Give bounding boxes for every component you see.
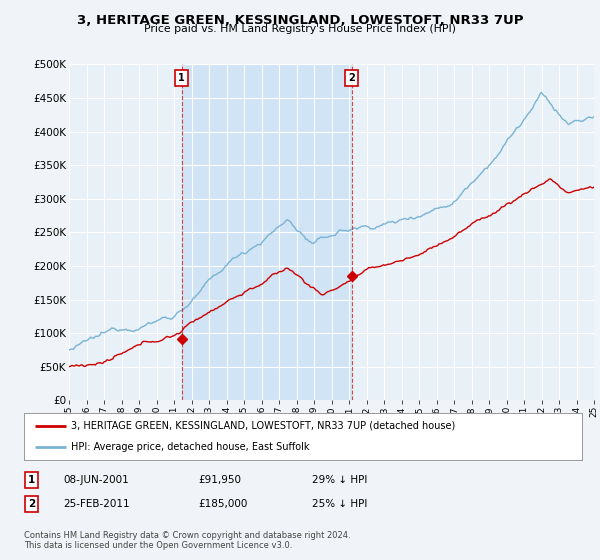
Bar xyxy=(182,64,352,400)
Text: 2: 2 xyxy=(348,73,355,83)
Text: 25-FEB-2011: 25-FEB-2011 xyxy=(63,499,130,509)
Text: 1: 1 xyxy=(178,73,185,83)
Text: HPI: Average price, detached house, East Suffolk: HPI: Average price, detached house, East… xyxy=(71,442,310,452)
Text: 25% ↓ HPI: 25% ↓ HPI xyxy=(312,499,367,509)
Text: 29% ↓ HPI: 29% ↓ HPI xyxy=(312,475,367,485)
Text: 3, HERITAGE GREEN, KESSINGLAND, LOWESTOFT, NR33 7UP (detached house): 3, HERITAGE GREEN, KESSINGLAND, LOWESTOF… xyxy=(71,421,455,431)
Text: 2: 2 xyxy=(28,499,35,509)
Text: £91,950: £91,950 xyxy=(198,475,241,485)
Text: £185,000: £185,000 xyxy=(198,499,247,509)
Text: 1: 1 xyxy=(28,475,35,485)
Text: Contains HM Land Registry data © Crown copyright and database right 2024.
This d: Contains HM Land Registry data © Crown c… xyxy=(24,531,350,550)
Text: Price paid vs. HM Land Registry's House Price Index (HPI): Price paid vs. HM Land Registry's House … xyxy=(144,24,456,34)
Text: 3, HERITAGE GREEN, KESSINGLAND, LOWESTOFT, NR33 7UP: 3, HERITAGE GREEN, KESSINGLAND, LOWESTOF… xyxy=(77,14,523,27)
Text: 08-JUN-2001: 08-JUN-2001 xyxy=(63,475,129,485)
